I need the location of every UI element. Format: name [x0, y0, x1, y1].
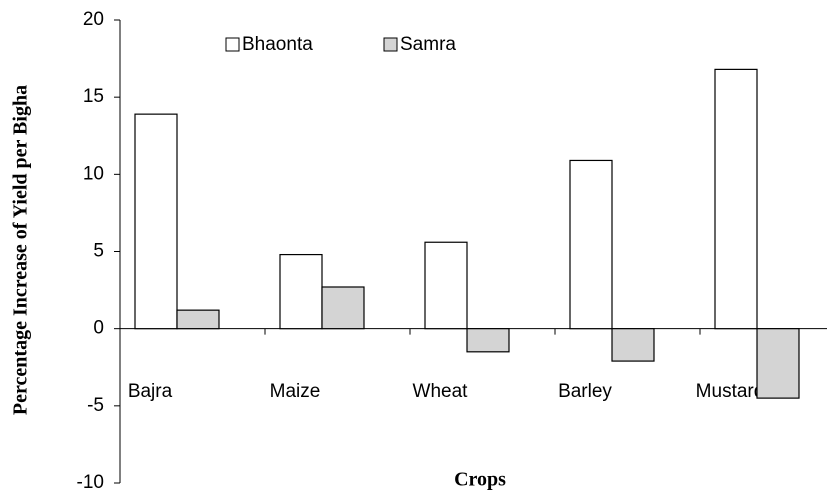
x-axis-label: Crops — [454, 469, 506, 491]
y-tick-label: 20 — [83, 9, 104, 30]
x-tick-label: Maize — [270, 381, 321, 402]
legend-label: Samra — [400, 34, 456, 55]
y-tick-label: -10 — [77, 472, 104, 493]
bar — [279, 253, 323, 330]
y-tick-label: 15 — [83, 86, 104, 107]
bar — [756, 328, 800, 399]
bar — [321, 286, 365, 330]
bar — [466, 328, 510, 353]
legend-swatch — [383, 37, 398, 52]
x-tick-label: Barley — [558, 381, 612, 402]
y-tick-label: 5 — [93, 241, 104, 262]
y-axis-label: Percentage Increase of Yield per Bigha — [10, 85, 32, 415]
bar — [176, 309, 220, 330]
y-tick-label: 10 — [83, 163, 104, 184]
x-tick-label: Bajra — [128, 381, 173, 402]
bar — [569, 159, 613, 330]
bar — [611, 328, 655, 362]
y-tick-label: -5 — [87, 395, 104, 416]
legend-swatch — [225, 37, 240, 52]
y-tick-label: 0 — [93, 318, 104, 339]
bar — [134, 113, 178, 330]
x-tick-label: Mustard — [696, 381, 765, 402]
bar — [424, 241, 468, 330]
x-tick-label: Wheat — [413, 381, 469, 402]
bar — [714, 68, 758, 330]
legend-label: Bhaonta — [242, 34, 313, 55]
